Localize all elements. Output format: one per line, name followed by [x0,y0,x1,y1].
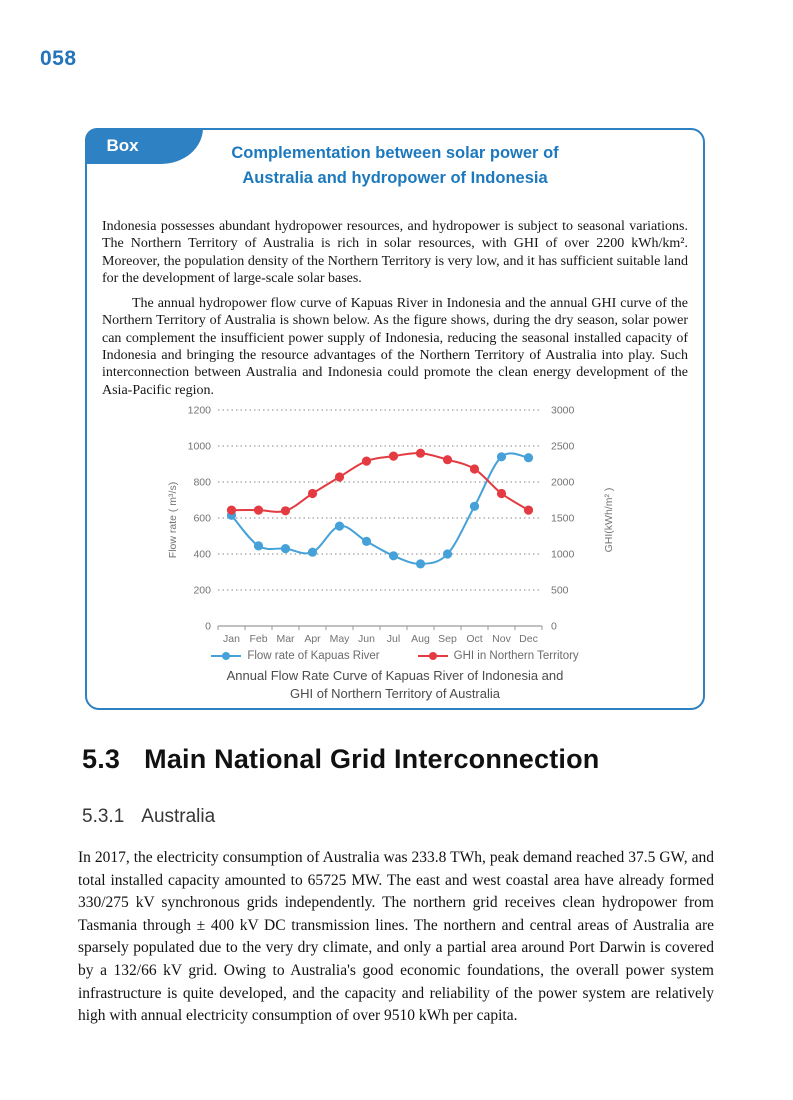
svg-text:Oct: Oct [466,633,482,645]
svg-text:1000: 1000 [188,440,212,452]
svg-text:800: 800 [193,476,211,488]
chart-legend: Flow rate of Kapuas River GHI in Norther… [211,649,579,662]
legend-label-flow-rate: Flow rate of Kapuas River [247,649,380,662]
box-title-line2: Australia and hydropower of Indonesia [242,169,548,187]
svg-text:Jun: Jun [358,633,375,645]
svg-text:2000: 2000 [551,476,575,488]
svg-text:Aug: Aug [411,633,430,645]
page-number: 058 [40,47,77,70]
svg-text:Jan: Jan [223,633,240,645]
svg-text:1500: 1500 [551,512,575,524]
svg-text:0: 0 [205,620,211,632]
chart-plot-area: 200 400 600 800 1000 1200 500 1000 1500 2000 2500 3… [188,404,575,645]
section-number: 5.3 [82,744,121,774]
svg-text:200: 200 [193,584,211,596]
svg-text:1200: 1200 [188,404,212,416]
body-paragraph: In 2017, the electricity consumption of … [78,849,714,1025]
subsection-heading: 5.3.1 Australia [82,806,215,828]
section-title: Main National Grid Interconnection [144,744,600,774]
box-paragraph-2: The annual hydropower flow curve of Kapu… [102,296,688,398]
svg-text:600: 600 [193,512,211,524]
subsection-title: Australia [141,806,216,827]
chart-caption-line2: GHI of Northern Territory of Australia [289,686,500,702]
chart-figure: Flow rate ( m³/s) GHI(kWh/m² ) 200 400 600… [87,404,703,704]
svg-text:May: May [330,633,351,645]
legend-item-flow-rate: Flow rate of Kapuas River [211,649,380,662]
svg-text:Dec: Dec [519,633,538,645]
svg-text:400: 400 [193,548,211,560]
box-tab: Box [84,127,203,164]
svg-text:Nov: Nov [492,633,511,645]
chart-caption-line1: Annual Flow Rate Curve of Kapuas River o… [226,667,564,683]
box-title-line1: Complementation between solar power of [231,144,559,162]
svg-text:0: 0 [551,620,557,632]
box-paragraph-1: Indonesia possesses abundant hydropower … [102,219,688,286]
line-dot-marker-icon [417,651,448,660]
svg-text:Feb: Feb [249,633,267,645]
dual-axis-line-chart: Flow rate ( m³/s) GHI(kWh/m² ) 200 400 600… [167,404,615,645]
legend-label-ghi: GHI in Northern Territory [453,649,579,662]
box-title: Complementation between solar power of A… [87,141,703,191]
svg-text:2500: 2500 [551,440,575,452]
svg-text:Apr: Apr [304,633,321,645]
right-axis-title: GHI(kWh/m² ) [603,488,615,553]
box-callout: Box Complementation between solar power … [84,127,705,710]
svg-text:Mar: Mar [276,633,295,645]
box-tab-label: Box [106,135,139,155]
svg-text:1000: 1000 [551,548,575,560]
svg-text:3000: 3000 [551,404,575,416]
legend-item-ghi: GHI in Northern Territory [417,649,579,662]
svg-text:Sep: Sep [438,633,457,645]
chart-caption: Annual Flow Rate Curve of Kapuas River o… [227,667,564,704]
svg-text:500: 500 [551,584,569,596]
left-axis-title: Flow rate ( m³/s) [167,482,179,558]
svg-text:Jul: Jul [387,633,400,645]
subsection-number: 5.3.1 [82,806,125,827]
line-dot-marker-icon [211,651,242,660]
section-heading: 5.3 Main National Grid Interconnection [82,744,599,775]
